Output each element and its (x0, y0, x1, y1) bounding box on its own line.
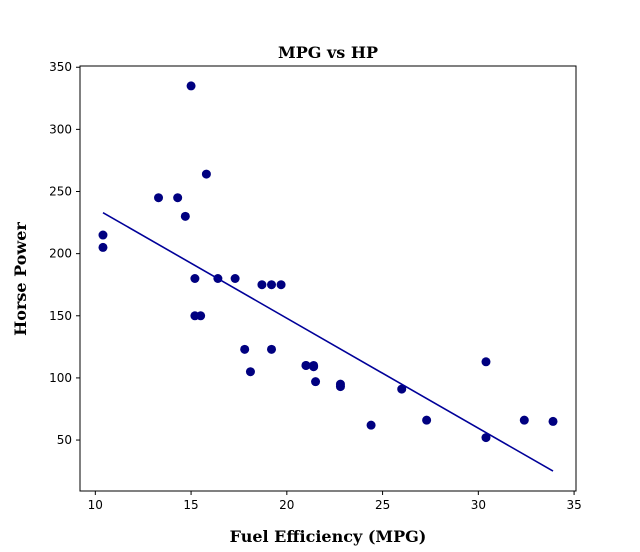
data-point (154, 193, 164, 203)
data-point (311, 377, 321, 387)
data-point (481, 357, 491, 367)
data-point (397, 384, 407, 394)
data-point (366, 420, 376, 430)
data-point (422, 415, 432, 425)
data-point (276, 280, 286, 290)
y-tick-label: 200 (49, 247, 72, 261)
data-point (190, 311, 200, 321)
y-tick-label: 100 (49, 371, 72, 385)
data-point (309, 362, 319, 372)
data-point (301, 360, 311, 370)
data-point (201, 169, 211, 179)
data-point (335, 379, 345, 389)
fit-line (102, 211, 554, 472)
data-point (190, 274, 200, 283)
y-axis-label: Horse Power (11, 222, 30, 336)
data-point (98, 242, 108, 252)
data-point (481, 433, 491, 443)
y-tick-label: 300 (49, 122, 72, 136)
data-point (98, 230, 108, 240)
x-tick-label: 30 (471, 498, 486, 512)
data-point (267, 344, 277, 354)
chart-title: MPG vs HP (278, 43, 378, 62)
data-point (180, 211, 190, 221)
x-axis-label: Fuel Efficiency (MPG) (230, 527, 427, 546)
y-tick-label: 350 (49, 60, 72, 74)
plot-frame (79, 65, 577, 492)
data-point (548, 416, 558, 426)
data-point (519, 415, 529, 425)
data-point (257, 280, 267, 290)
plot-marks (98, 81, 558, 472)
x-tick-label: 35 (566, 498, 581, 512)
axis-ticks: 10 15 20 25 30 35 50 100 150 200 250 300 350 (49, 60, 582, 512)
data-point (186, 81, 196, 91)
x-tick-label: 15 (183, 498, 198, 512)
x-tick-label: 10 (88, 498, 103, 512)
data-point (230, 274, 240, 283)
data-point (267, 280, 277, 290)
x-tick-label: 20 (279, 498, 294, 512)
data-point (240, 344, 250, 354)
data-point (245, 367, 255, 377)
y-tick-label: 150 (49, 309, 72, 323)
y-tick-label: 50 (57, 433, 72, 447)
y-tick-label: 250 (49, 185, 72, 199)
x-tick-label: 25 (375, 498, 390, 512)
data-point (173, 193, 183, 203)
